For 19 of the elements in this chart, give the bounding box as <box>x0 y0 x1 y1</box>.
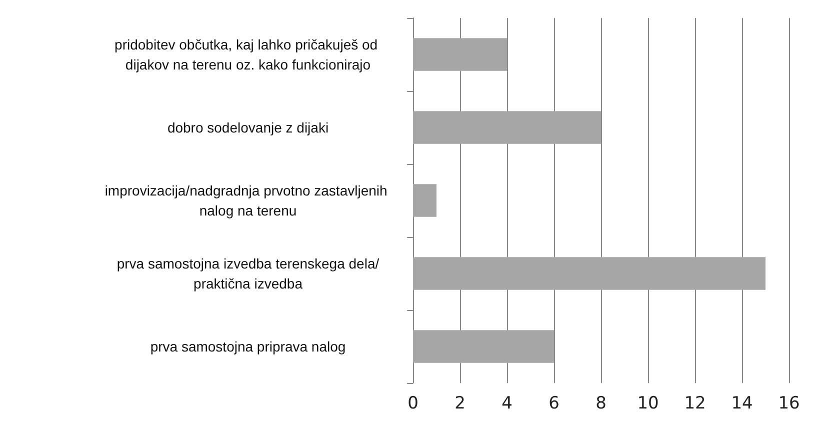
y-tick-label: improvizacija/nadgradnja prvotno zastavljenih nalog na terenu <box>104 182 392 218</box>
x-tick-label: 8 <box>596 394 606 414</box>
y-tick-label: prva samostojna priprava nalog <box>150 338 346 354</box>
y-tick-label: dobro sodelovanje z dijaki <box>167 120 329 136</box>
x-tick-label: 12 <box>684 394 706 414</box>
bar <box>413 184 436 217</box>
x-tick-label: 0 <box>408 394 418 414</box>
bar <box>413 257 766 290</box>
x-tick-label: 16 <box>778 394 800 414</box>
x-tick-label: 10 <box>637 394 659 414</box>
x-tick-label: 4 <box>502 394 512 414</box>
bar <box>413 38 507 71</box>
bar <box>413 330 554 363</box>
x-tick-label: 6 <box>548 394 560 414</box>
x-tick-label: 2 <box>454 394 466 414</box>
y-tick-label: pridobitev občutka, kaj lahko pričakuješ od dijakov na terenu oz. kako funkcionirajo <box>114 36 382 72</box>
y-tick-label: prva samostojna izvedba terenskega dela/praktična izvedba <box>116 256 380 292</box>
bar <box>413 111 601 144</box>
x-tick-label: 14 <box>731 394 753 414</box>
